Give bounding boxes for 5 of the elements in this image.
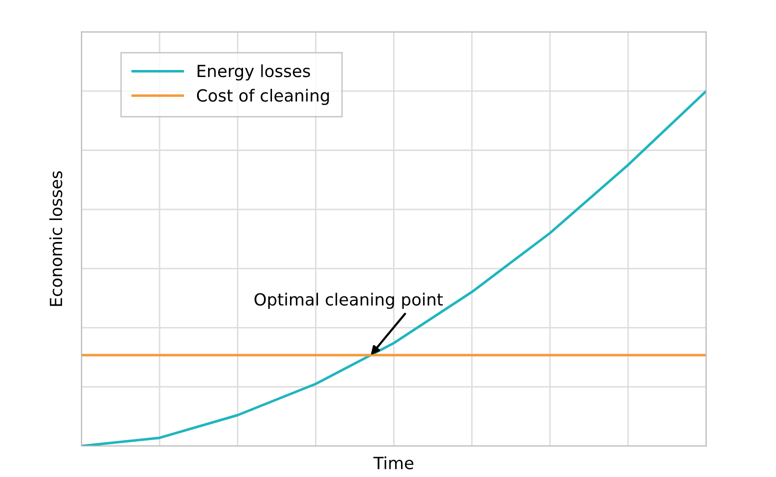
y-axis-title: Economic losses bbox=[49, 171, 62, 306]
x-axis-title: Time bbox=[373, 456, 414, 470]
legend-label: Energy losses bbox=[198, 64, 310, 81]
legend-label: Cost of cleaning bbox=[196, 88, 329, 105]
annotation: Optimal cleaning point bbox=[254, 292, 443, 309]
